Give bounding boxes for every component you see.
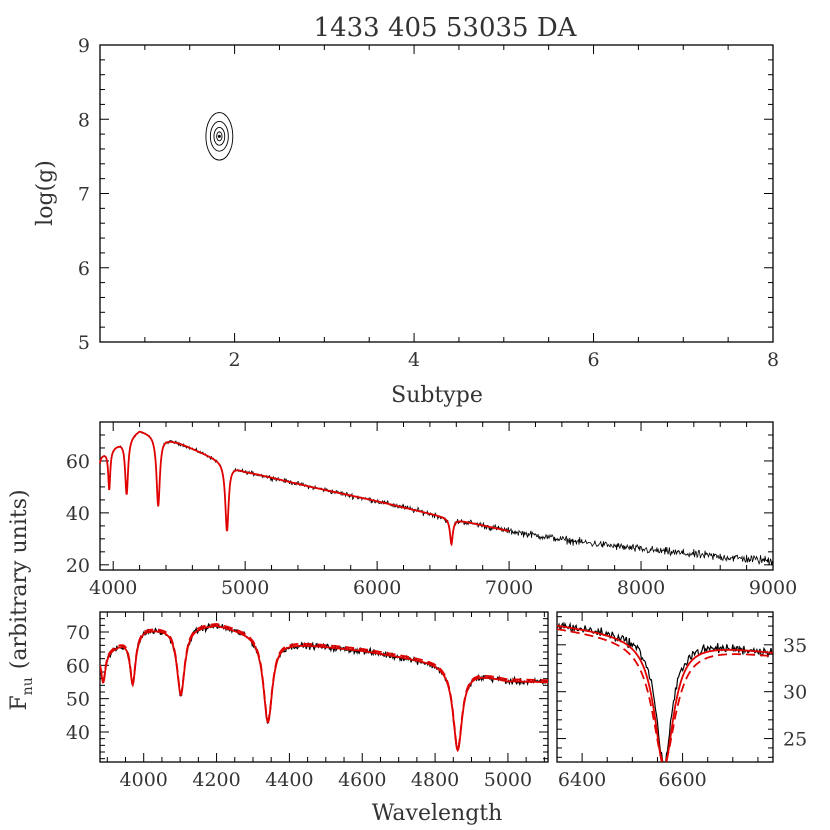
x-tick-label: 4000 bbox=[120, 769, 168, 791]
model-halpha-solid bbox=[557, 624, 773, 762]
x-tick-label: 5000 bbox=[484, 769, 532, 791]
observed-halpha bbox=[557, 621, 773, 762]
y-tick-label: 30 bbox=[783, 682, 807, 704]
panel-subtype-logg: 2 4 6 8 5 6 7 8 9 Subtype log(g) bbox=[33, 35, 779, 408]
y-tick-label: 60 bbox=[66, 655, 90, 677]
x-axis-label-subtype: Subtype bbox=[391, 383, 483, 408]
x-tick-label: 4400 bbox=[265, 769, 313, 791]
model-spectrum-solid bbox=[100, 624, 548, 753]
model-halpha-dashed bbox=[557, 628, 773, 762]
observed-spectrum-zoom bbox=[100, 622, 548, 751]
fnu-symbol: F bbox=[7, 695, 32, 710]
panel1-frame bbox=[99, 44, 774, 343]
y-tick-label: 20 bbox=[66, 555, 90, 577]
panel3-frame bbox=[99, 611, 549, 763]
x-tick-label: 7000 bbox=[485, 577, 533, 599]
x-tick-label: 8 bbox=[767, 349, 779, 371]
panel-halpha: 6400 6600 25 30 35 bbox=[556, 611, 807, 791]
fnu-subscript: nu bbox=[20, 677, 36, 695]
y-tick-label: 60 bbox=[66, 451, 90, 473]
x-tick-label: 4 bbox=[408, 349, 420, 371]
svg-text:Fnu(arbitrary units): Fnu (arbitrary units) bbox=[7, 489, 36, 710]
panel4-frame bbox=[556, 611, 774, 763]
panel-balmer-lines: 4000 4200 4400 4600 4800 5000 40 50 60 70 bbox=[66, 611, 549, 791]
x-tick-label: 6400 bbox=[558, 769, 606, 791]
y-tick-label: 7 bbox=[78, 184, 90, 206]
x-axis-label-wavelength: Wavelength bbox=[372, 801, 503, 826]
x-tick-label: 4200 bbox=[192, 769, 240, 791]
x-tick-label: 4800 bbox=[411, 769, 459, 791]
x-tick-label: 8000 bbox=[617, 577, 665, 599]
observed-spectrum bbox=[99, 430, 774, 566]
y-tick-label: 9 bbox=[78, 35, 90, 57]
panel2-frame bbox=[99, 421, 774, 571]
x-tick-label: 9000 bbox=[749, 577, 797, 599]
y-axis-label-logg: log(g) bbox=[33, 160, 58, 226]
y-tick-label: 35 bbox=[783, 635, 807, 657]
x-tick-label: 6 bbox=[587, 349, 599, 371]
fnu-units: (arbitrary units) bbox=[7, 489, 32, 669]
y-tick-label: 40 bbox=[66, 722, 90, 744]
x-tick-label: 2 bbox=[229, 349, 241, 371]
likelihood-contour bbox=[213, 126, 226, 146]
likelihood-contour bbox=[205, 112, 234, 161]
x-tick-label: 6600 bbox=[658, 769, 706, 791]
y-tick-label: 40 bbox=[66, 503, 90, 525]
model-spectrum bbox=[99, 430, 510, 547]
x-tick-label: 6000 bbox=[353, 577, 401, 599]
y-tick-label: 8 bbox=[78, 109, 90, 131]
x-tick-label: 4600 bbox=[338, 769, 386, 791]
panel-full-spectrum: 4000 5000 6000 7000 8000 9000 20 40 60 bbox=[66, 421, 797, 599]
y-tick-label: 5 bbox=[78, 332, 90, 354]
y-tick-label: 6 bbox=[78, 258, 90, 280]
x-tick-label: 4000 bbox=[89, 577, 137, 599]
x-tick-label: 5000 bbox=[221, 577, 269, 599]
best-fit-point bbox=[217, 134, 221, 138]
y-tick-label: 70 bbox=[66, 622, 90, 644]
likelihood-contour bbox=[216, 131, 223, 142]
y-axis-label-fnu: Fnu (arbitrary units) bbox=[7, 489, 36, 710]
likelihood-contour bbox=[209, 121, 229, 152]
chart-title: 1433 405 53035 DA bbox=[314, 13, 578, 43]
y-tick-label: 50 bbox=[66, 689, 90, 711]
model-spectrum-dashed bbox=[100, 622, 548, 751]
y-tick-label: 25 bbox=[783, 729, 807, 751]
